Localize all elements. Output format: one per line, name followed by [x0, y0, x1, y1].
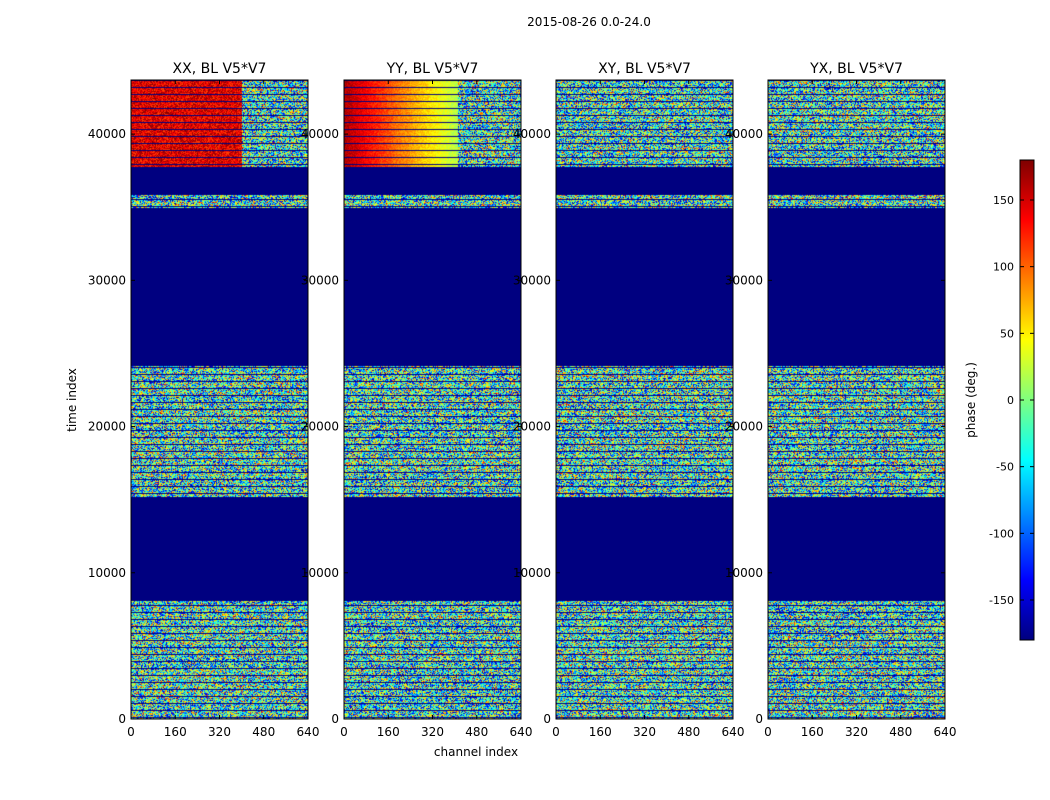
panel-title: YY, BL V5*V7 [386, 61, 479, 77]
y-tick-label: 0 [331, 712, 339, 726]
y-tick-label: 40000 [513, 127, 551, 141]
x-tick-label: 480 [252, 725, 275, 739]
x-tick-label: 160 [377, 725, 400, 739]
x-tick-label: 320 [633, 725, 656, 739]
x-tick-label: 160 [801, 725, 824, 739]
x-tick-label: 160 [164, 725, 187, 739]
colorbar-tick-label: -50 [996, 461, 1014, 474]
y-tick-label: 20000 [88, 420, 126, 434]
colorbar-tick-label: -150 [989, 594, 1014, 607]
x-tick-label: 320 [845, 725, 868, 739]
x-tick-label: 480 [889, 725, 912, 739]
y-tick-label: 30000 [513, 273, 551, 287]
x-axis-label: channel index [434, 745, 518, 759]
x-tick-label: 0 [127, 725, 135, 739]
y-tick-label: 10000 [513, 566, 551, 580]
y-tick-label: 10000 [725, 566, 763, 580]
panel-title: XY, BL V5*V7 [598, 61, 691, 77]
colorbar-tick-label: 100 [993, 261, 1014, 274]
y-tick-label: 10000 [301, 566, 339, 580]
x-tick-label: 0 [552, 725, 560, 739]
x-tick-label: 480 [465, 725, 488, 739]
y-tick-label: 0 [755, 712, 763, 726]
colorbar-label: phase (deg.) [964, 362, 978, 438]
panels-group: XX, BL V5*V7 0 160 320 480 640 0 10000 20000 3000… [88, 61, 957, 739]
x-tick-label: 0 [340, 725, 348, 739]
phase-raster [556, 80, 733, 719]
y-tick-label: 40000 [88, 127, 126, 141]
panel-title: XX, BL V5*V7 [173, 61, 267, 77]
x-tick-label: 320 [208, 725, 231, 739]
panel-3: XY, BL V5*V7 0 160 320 480 640 0 10000 20000 3000… [513, 61, 745, 739]
y-tick-label: 0 [118, 712, 126, 726]
phase-raster [344, 80, 521, 719]
panel-2: YY, BL V5*V7 0 160 320 480 640 0 10000 20000 3000… [301, 61, 533, 739]
y-tick-label: 40000 [301, 127, 339, 141]
x-tick-label: 320 [421, 725, 444, 739]
y-tick-label: 40000 [725, 127, 763, 141]
x-tick-label: 640 [934, 725, 957, 739]
colorbar: phase (deg.) -150 -100 -50 0 50 100 150 [964, 159, 1035, 641]
colorbar-tick-label: 50 [1000, 327, 1014, 340]
phase-raster [131, 80, 308, 719]
colorbar-tick-label: 150 [993, 194, 1014, 207]
y-axis-label: time index [65, 368, 79, 432]
y-tick-label: 30000 [301, 273, 339, 287]
y-tick-label: 10000 [88, 566, 126, 580]
y-tick-label: 20000 [301, 420, 339, 434]
y-tick-label: 30000 [725, 273, 763, 287]
colorbar-tick-label: -100 [989, 527, 1014, 540]
x-tick-label: 0 [764, 725, 772, 739]
figure-title: 2015-08-26 0.0-24.0 [527, 15, 651, 29]
x-tick-label: 640 [297, 725, 320, 739]
x-tick-label: 160 [589, 725, 612, 739]
y-tick-label: 0 [543, 712, 551, 726]
y-tick-label: 20000 [513, 420, 551, 434]
colorbar-tick-label: 0 [1007, 394, 1014, 407]
y-tick-label: 20000 [725, 420, 763, 434]
y-tick-label: 30000 [88, 273, 126, 287]
x-tick-label: 640 [722, 725, 745, 739]
phase-raster [768, 80, 945, 719]
panel-4: YX, BL V5*V7 0 160 320 480 640 0 10000 20000 3000… [725, 61, 957, 739]
x-tick-label: 640 [510, 725, 533, 739]
panel-1: XX, BL V5*V7 0 160 320 480 640 0 10000 20000 3000… [88, 61, 320, 739]
x-tick-label: 480 [677, 725, 700, 739]
panel-title: YX, BL V5*V7 [809, 61, 903, 77]
